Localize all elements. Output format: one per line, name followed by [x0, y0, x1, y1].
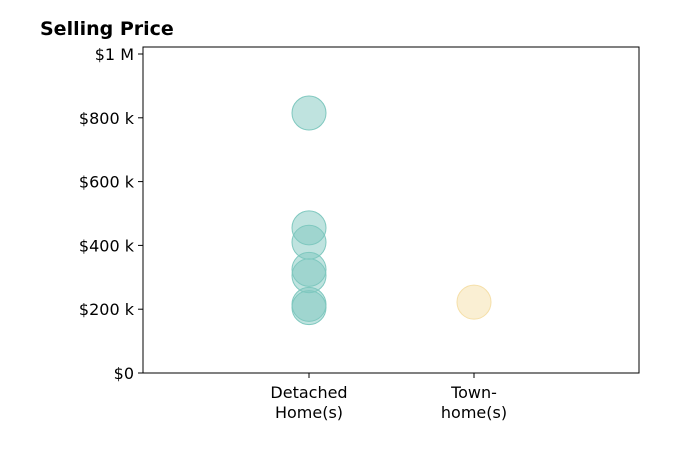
y-tick-label: $800 k: [79, 109, 135, 128]
y-tick-label: $200 k: [79, 300, 135, 319]
y-tick-label: $600 k: [79, 173, 135, 192]
x-tick-label: Home(s): [275, 403, 343, 422]
y-tick-label: $1 M: [95, 45, 134, 64]
x-tick-label: home(s): [441, 403, 507, 422]
chart-title: Selling Price: [40, 18, 174, 40]
x-tick-label: Town-: [450, 383, 497, 402]
data-point: [456, 284, 492, 320]
x-tick-label: Detached: [270, 383, 347, 402]
y-tick-label: $0: [114, 364, 134, 383]
data-points: [291, 95, 492, 326]
plot-frame: [142, 46, 640, 374]
data-point: [291, 95, 327, 131]
y-tick-label: $400 k: [79, 236, 135, 255]
y-axis: $0 $200 k $400 k $600 k $800 k $1 M: [79, 45, 143, 383]
data-point: [291, 290, 327, 326]
